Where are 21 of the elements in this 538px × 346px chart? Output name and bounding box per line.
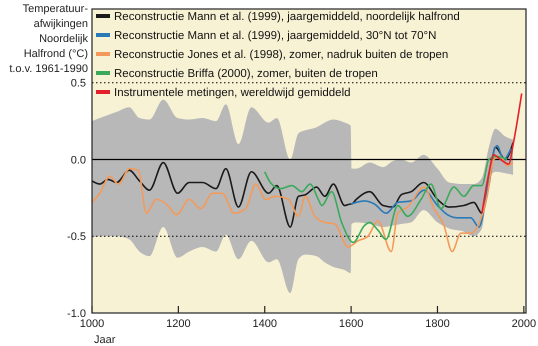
x-tick-label: 1600 xyxy=(338,318,364,330)
y-tick-label: 0.5 xyxy=(70,78,86,90)
y-tick-label: 0.0 xyxy=(70,154,86,166)
legend-label: Reconstructie Jones et al. (1998), zomer, nadruk buiten de tropen xyxy=(114,49,448,61)
legend-label: Reconstructie Mann et al. (1999), jaargemiddeld, noordelijk halfrond xyxy=(114,11,460,23)
legend-label: Reconstructie Briffa (2000), zomer, buiten de tropen xyxy=(114,68,378,80)
line-series xyxy=(350,144,512,228)
line-series xyxy=(481,92,522,214)
legend-label: Instrumentele metingen, wereldwijd gemiddeld xyxy=(114,87,351,99)
legend-label: Reconstructie Mann et al. (1999), jaargemiddeld, 30°N tot 70°N xyxy=(114,30,436,42)
x-tick-label: 1800 xyxy=(425,318,450,330)
x-tick-label: 2000 xyxy=(512,318,536,330)
line-series xyxy=(92,156,514,252)
x-axis-title: Jaar xyxy=(94,334,116,346)
y-tick-label: -1.0 xyxy=(67,308,86,320)
y-tick-label: -0.5 xyxy=(67,231,86,244)
line-series xyxy=(264,156,508,244)
x-tick-label: 1400 xyxy=(252,318,277,330)
x-tick-label: 1200 xyxy=(166,318,191,330)
y-axis-title: Temperatuur- afwijkingen Noordelijk Halfrond (°C) t.o.v. 1961-1990 xyxy=(9,3,88,75)
x-tick-label: 1000 xyxy=(80,318,104,330)
